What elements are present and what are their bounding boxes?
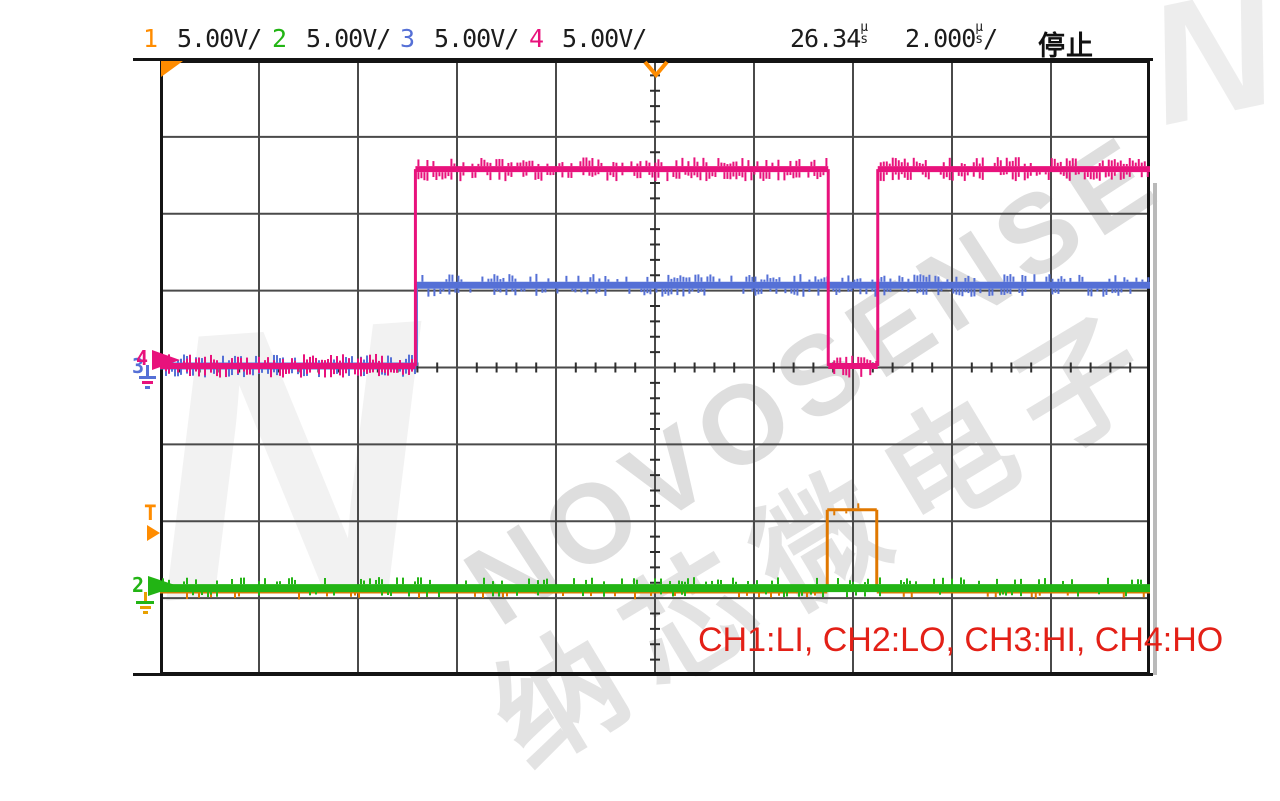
trigger-level-arrow-icon xyxy=(147,525,160,541)
ch2-number: 2 xyxy=(272,24,287,53)
timebase-readout: 2.000 µ s / xyxy=(905,20,998,53)
svg-text:4: 4 xyxy=(136,346,148,370)
waveform-display xyxy=(160,60,1150,675)
ch1-scale: 5.00V/ xyxy=(177,24,262,53)
graticule-bottom-border xyxy=(133,673,1153,676)
run-state-stopped: 停止 xyxy=(1038,31,1094,62)
ch3-ch4-ground-marker: 3 4 xyxy=(132,346,180,389)
graticule-right-shadow xyxy=(1153,183,1157,675)
ch3-scale: 5.00V/ xyxy=(434,24,519,53)
novosense-logo-watermark-small: N xyxy=(1131,0,1280,162)
trigger-position-icon xyxy=(643,60,669,79)
scope-status-bar: 1 5.00V/ 2 5.00V/ 3 5.00V/ 4 5.00V/ 26.3… xyxy=(0,20,1280,62)
trigger-level-label: T xyxy=(144,501,157,525)
ch1-ch2-ground-marker: 2 xyxy=(132,573,178,614)
ch4-scale: 5.00V/ xyxy=(562,24,647,53)
ch4-number: 4 xyxy=(529,24,544,53)
ch2-scale: 5.00V/ xyxy=(306,24,391,53)
channel-annotation-text: CH1:LI, CH2:LO, CH3:HI, CH4:HO xyxy=(698,621,1224,659)
ch3-number: 3 xyxy=(400,24,415,53)
svg-text:3: 3 xyxy=(132,354,144,378)
delay-readout: 26.34 µ s xyxy=(790,20,869,53)
graticule-top-border xyxy=(133,58,1153,61)
svg-text:2: 2 xyxy=(132,573,144,597)
ch1-number: 1 xyxy=(143,24,158,53)
